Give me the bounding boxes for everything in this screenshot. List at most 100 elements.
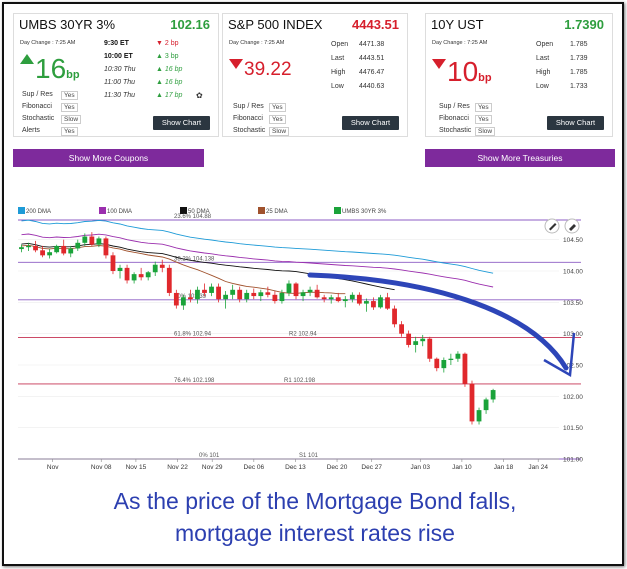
candle-body — [33, 245, 38, 251]
draw-tools[interactable] — [544, 218, 580, 234]
umbs-change-unit: bp — [66, 69, 80, 81]
sr-level-label: R1 102.198 — [284, 378, 316, 384]
candle — [26, 242, 31, 251]
candle — [441, 357, 447, 373]
candle-body — [371, 301, 376, 308]
y-tick-label: 102.00 — [563, 394, 583, 401]
umbs-change-value: 16 — [35, 53, 67, 84]
candle — [173, 289, 179, 309]
candle — [258, 289, 264, 302]
legend-50-dma[interactable]: 50 DMA — [180, 207, 210, 215]
x-tick-label: Nov 22 — [167, 464, 188, 471]
gear-icon[interactable]: ✿ — [196, 91, 203, 100]
candle-body — [40, 250, 45, 256]
candle-body — [462, 353, 468, 384]
sp500-day-change-label: Day Change : 7:25 AM — [229, 40, 285, 46]
candle-body — [188, 297, 193, 300]
down-arrow-icon — [229, 59, 243, 69]
update-row: 10:00 ET ▲ 3 bp — [104, 53, 179, 60]
candle-body — [321, 297, 327, 300]
candle-body — [145, 272, 151, 278]
candle-body — [131, 274, 137, 281]
candle-body — [272, 294, 278, 302]
sp500-day-change: 39.22 — [229, 56, 292, 84]
candle-body — [300, 292, 306, 297]
sp500-card[interactable]: S&P 500 INDEX 4443.51 Day Change : 7:25 … — [222, 13, 408, 137]
caption-line-1: As the price of the Mortgage Bond falls, — [113, 488, 517, 514]
candle — [490, 388, 496, 403]
update-row: 9:30 ET ▼ 2 bp — [104, 40, 179, 47]
candle — [110, 252, 116, 275]
legend-umbs[interactable]: UMBS 30YR 3% — [334, 207, 386, 215]
candle-body — [166, 267, 172, 293]
candle — [103, 236, 109, 259]
candle — [476, 407, 482, 425]
candle-body — [265, 292, 271, 295]
candle-body — [82, 236, 88, 243]
legend-swatch — [180, 207, 187, 214]
candle-body — [392, 308, 397, 325]
y-tick-label: 101.00 — [563, 457, 583, 464]
candle — [124, 264, 130, 284]
candle-body — [223, 294, 229, 300]
candle — [314, 284, 320, 299]
eraser-icon-glyph — [569, 224, 576, 231]
umbs-title: UMBS 30YR 3% — [19, 17, 116, 32]
candle — [251, 288, 257, 300]
candle-body — [469, 383, 475, 422]
candle-body — [420, 338, 426, 342]
candle — [462, 352, 468, 387]
candle — [279, 289, 285, 304]
candle — [75, 239, 81, 251]
candle — [138, 267, 144, 281]
candle-body — [335, 297, 341, 302]
candle-body — [138, 274, 144, 278]
candle — [321, 294, 327, 303]
candle — [19, 244, 24, 253]
candle-body — [448, 358, 454, 360]
x-tick-label: Dec 13 — [285, 464, 306, 471]
candle — [455, 351, 461, 362]
candle — [427, 336, 433, 362]
candle-body — [427, 338, 433, 359]
moving-average-line — [21, 233, 494, 288]
x-tick-label: Nov 29 — [202, 464, 223, 471]
candle-body — [328, 297, 334, 300]
candle — [469, 380, 475, 425]
candle-body — [483, 399, 489, 411]
candle-body — [279, 292, 285, 302]
ust10-card[interactable]: 10Y UST 1.7390 Day Change : 7:25 AM 10bp… — [425, 13, 613, 137]
candle — [180, 294, 186, 310]
candle — [209, 283, 214, 297]
legend-25-dma[interactable]: 25 DMA — [258, 207, 288, 215]
candle — [96, 236, 102, 248]
candle-body — [244, 292, 250, 300]
show-more-treasuries-button[interactable]: Show More Treasuries — [425, 149, 615, 167]
umbs-show-chart-button[interactable]: Show Chart — [153, 116, 210, 130]
legend-100-dma[interactable]: 100 DMA — [99, 207, 132, 215]
candle-body — [230, 289, 236, 295]
candle-body — [159, 264, 165, 268]
candle — [188, 289, 193, 303]
candle — [47, 249, 53, 259]
candle — [195, 286, 200, 304]
ust10-change-value: 10 — [447, 56, 479, 87]
y-tick-label: 104.00 — [563, 269, 583, 276]
candle — [300, 289, 306, 302]
candle — [420, 334, 426, 347]
candle-body — [314, 289, 320, 298]
candle — [145, 271, 151, 281]
show-more-coupons-button[interactable]: Show More Coupons — [13, 149, 204, 167]
pencil-icon-glyph — [549, 223, 557, 231]
legend-200-dma[interactable]: 200 DMA — [18, 207, 51, 215]
candle — [117, 264, 123, 279]
candle — [159, 259, 165, 273]
ust10-show-chart-button[interactable]: Show Chart — [547, 116, 604, 130]
x-tick-label: Jan 10 — [452, 464, 472, 471]
candle-body — [124, 267, 130, 281]
sp500-show-chart-button[interactable]: Show Chart — [342, 116, 399, 130]
umbs-card[interactable]: UMBS 30YR 3% 102.16 Day Change : 7:25 AM… — [13, 13, 219, 137]
